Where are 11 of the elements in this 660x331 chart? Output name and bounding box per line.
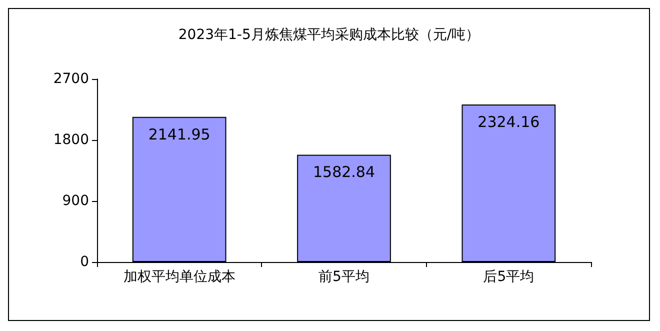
data-label: 1582.84 (312, 163, 376, 182)
y-tick-label: 900 (62, 193, 89, 209)
y-tick-label: 2700 (53, 71, 89, 87)
data-label: 2324.16 (478, 112, 540, 131)
y-tick-label: 0 (80, 254, 89, 270)
y-tick-label: 1800 (53, 132, 89, 148)
x-tick-label: 加权平均单位成本 (123, 269, 236, 285)
chart-title: 2023年1-5月炼焦煤平均采购成本比较（元/吨） (178, 27, 480, 43)
x-tick-label: 前5平均 (318, 269, 370, 285)
x-tick-label: 后5平均 (483, 269, 534, 285)
data-label: 2141.95 (148, 125, 210, 144)
